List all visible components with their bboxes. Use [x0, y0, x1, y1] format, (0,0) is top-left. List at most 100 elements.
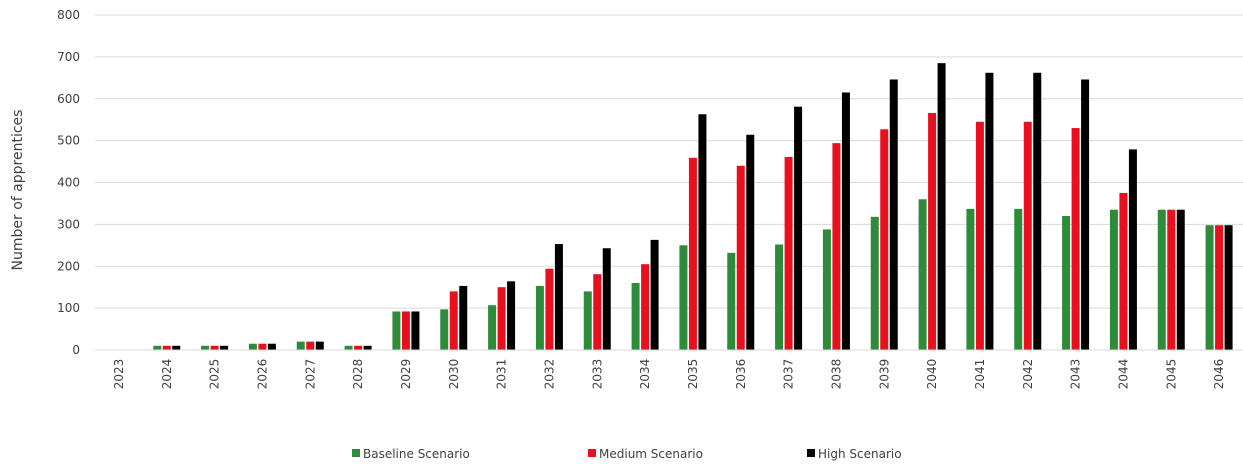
- bar: [363, 345, 372, 350]
- bars: [153, 63, 1233, 351]
- bar: [1081, 79, 1090, 351]
- legend-swatch: [588, 449, 596, 457]
- bar: [794, 106, 803, 350]
- bar: [258, 343, 267, 350]
- x-tick-label: 2036: [734, 359, 748, 390]
- bar: [411, 311, 420, 350]
- x-tick-label: 2035: [686, 359, 700, 390]
- bar: [1157, 209, 1166, 350]
- bar: [1176, 209, 1185, 350]
- bar: [937, 63, 946, 350]
- bar: [593, 274, 602, 350]
- bar: [1109, 209, 1118, 350]
- y-tick-label: 800: [57, 8, 80, 22]
- bar: [459, 285, 468, 350]
- bar: [1071, 128, 1080, 350]
- bar: [602, 248, 611, 350]
- bar: [344, 345, 353, 350]
- bar: [535, 285, 544, 350]
- y-tick-label: 400: [57, 176, 80, 190]
- x-tick-label: 2041: [973, 359, 987, 390]
- bar: [201, 345, 210, 350]
- bar: [1023, 121, 1032, 350]
- bar: [688, 157, 697, 350]
- bar: [679, 245, 688, 350]
- x-tick-label: 2038: [829, 359, 843, 390]
- bar: [1167, 209, 1176, 350]
- y-tick-label: 300: [57, 217, 80, 231]
- x-tick-label: 2026: [255, 359, 269, 390]
- x-tick-label: 2032: [542, 359, 556, 390]
- x-tick-label: 2028: [351, 359, 365, 390]
- y-axis-label: Number of apprentices: [10, 110, 26, 271]
- x-tick-label: 2034: [638, 359, 652, 390]
- bar: [822, 229, 831, 350]
- y-tick-label: 600: [57, 92, 80, 106]
- bar: [296, 341, 305, 350]
- x-tick-label: 2033: [590, 359, 604, 390]
- x-tick-label: 2043: [1069, 359, 1083, 390]
- bar: [507, 281, 516, 350]
- bar: [1014, 208, 1023, 350]
- bar: [1215, 225, 1224, 350]
- bar: [554, 244, 563, 350]
- legend: Baseline Scenario Medium Scenario High Sce…: [352, 447, 902, 461]
- bar: [172, 345, 181, 350]
- x-tick-label: 2023: [112, 359, 126, 390]
- x-tick-label: 2044: [1116, 359, 1130, 390]
- x-tick-label: 2027: [303, 359, 317, 390]
- bar: [631, 283, 640, 350]
- x-tick-label: 2045: [1164, 359, 1178, 390]
- bar: [449, 291, 458, 350]
- legend-swatch: [352, 449, 360, 457]
- bar: [267, 343, 276, 350]
- legend-label: Baseline Scenario: [363, 447, 470, 461]
- bar: [1119, 192, 1128, 350]
- x-tick-label: 2029: [399, 359, 413, 390]
- bar: [784, 156, 793, 350]
- y-axis-ticks: 0 100 200 300 400 500 600 700 800: [57, 8, 80, 357]
- bar: [966, 208, 975, 350]
- y-tick-label: 200: [57, 259, 80, 273]
- x-tick-label: 2030: [447, 359, 461, 390]
- bar: [746, 134, 755, 350]
- legend-label: Medium Scenario: [599, 447, 703, 461]
- bar: [306, 341, 315, 350]
- y-tick-label: 100: [57, 301, 80, 315]
- bar: [870, 216, 879, 350]
- bar: [497, 287, 506, 350]
- x-tick-label: 2025: [208, 359, 222, 390]
- bar: [1062, 216, 1071, 350]
- x-tick-label: 2031: [495, 359, 509, 390]
- y-tick-label: 500: [57, 134, 80, 148]
- legend-label: High Scenario: [818, 447, 902, 461]
- bar: [392, 311, 401, 350]
- bar: [545, 268, 554, 350]
- bar: [401, 311, 410, 350]
- bar: [641, 264, 650, 350]
- x-tick-label: 2039: [877, 359, 891, 390]
- x-tick-label: 2040: [925, 359, 939, 390]
- bar: [736, 165, 745, 350]
- y-tick-label: 0: [72, 343, 80, 357]
- bar: [698, 114, 707, 351]
- bar: [354, 345, 363, 350]
- bar: [162, 345, 171, 350]
- bar: [918, 199, 927, 350]
- bar: [880, 129, 889, 350]
- bar: [153, 345, 162, 350]
- bar: [1128, 149, 1137, 350]
- bar: [1033, 72, 1042, 350]
- x-tick-label: 2024: [160, 359, 174, 390]
- bar: [210, 345, 219, 350]
- bar: [832, 143, 841, 350]
- y-tick-label: 700: [57, 50, 80, 64]
- x-tick-label: 2042: [1021, 359, 1035, 390]
- bar: [1205, 225, 1214, 350]
- bar: [928, 112, 937, 350]
- bar: [985, 72, 994, 350]
- x-axis-ticks: 2023 2024 2025 2026 2027 2028 2029 2030 2031 2032…: [112, 359, 1226, 390]
- x-tick-label: 2046: [1212, 359, 1226, 390]
- bar: [975, 121, 984, 350]
- gridlines: [95, 14, 1243, 309]
